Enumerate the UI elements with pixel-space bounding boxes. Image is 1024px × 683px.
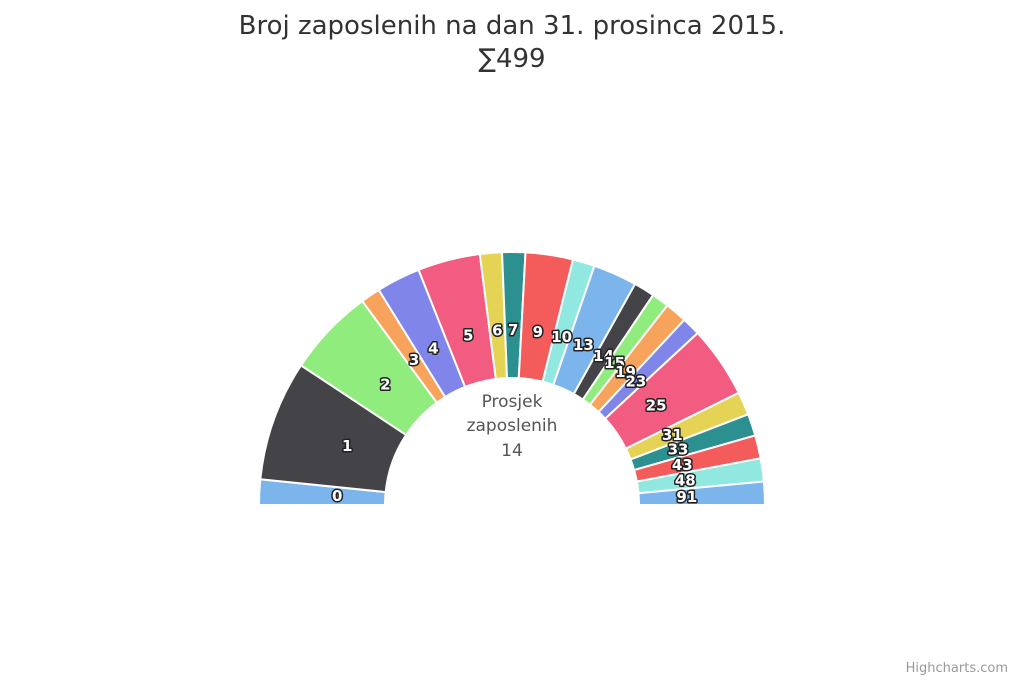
chart-title-block: Broj zaposlenih na dan 31. prosinca 2015…	[0, 10, 1024, 76]
center-label-line-3: 14	[501, 441, 523, 461]
slice-label-0: 0	[332, 487, 342, 505]
slice-label-14: 14	[593, 347, 614, 365]
slice-label-91: 91	[676, 488, 697, 506]
slice-label-10: 10	[551, 328, 572, 346]
slice-label-48: 48	[675, 472, 696, 490]
slice-label-33: 33	[668, 441, 689, 459]
slice-label-1: 1	[342, 437, 352, 455]
chart-subtitle: ∑499	[478, 44, 546, 74]
slice-label-15: 15	[604, 354, 625, 372]
pie-slice-91[interactable]	[637, 480, 766, 506]
slice-label-23: 23	[625, 372, 646, 390]
center-label-line-1: Prosjek	[482, 392, 543, 412]
slice-label-5: 5	[463, 327, 473, 345]
slice-label-3: 3	[409, 351, 419, 369]
chart-title: Broj zaposlenih na dan 31. prosinca 2015…	[238, 11, 786, 41]
credits-link[interactable]: Highcharts.com	[905, 661, 1008, 676]
slice-label-7: 7	[508, 321, 518, 339]
slice-label-25: 25	[646, 397, 667, 415]
slice-label-13: 13	[573, 336, 594, 354]
center-label-line-2: zaposlenih	[467, 416, 558, 436]
slice-label-6: 6	[492, 322, 502, 340]
slice-label-4: 4	[428, 340, 438, 358]
slice-label-2: 2	[380, 375, 390, 393]
slice-label-31: 31	[662, 426, 683, 444]
slices-group	[258, 251, 766, 506]
slice-label-19: 19	[615, 363, 636, 381]
slice-label-9: 9	[533, 323, 543, 341]
slice-label-43: 43	[672, 456, 693, 474]
